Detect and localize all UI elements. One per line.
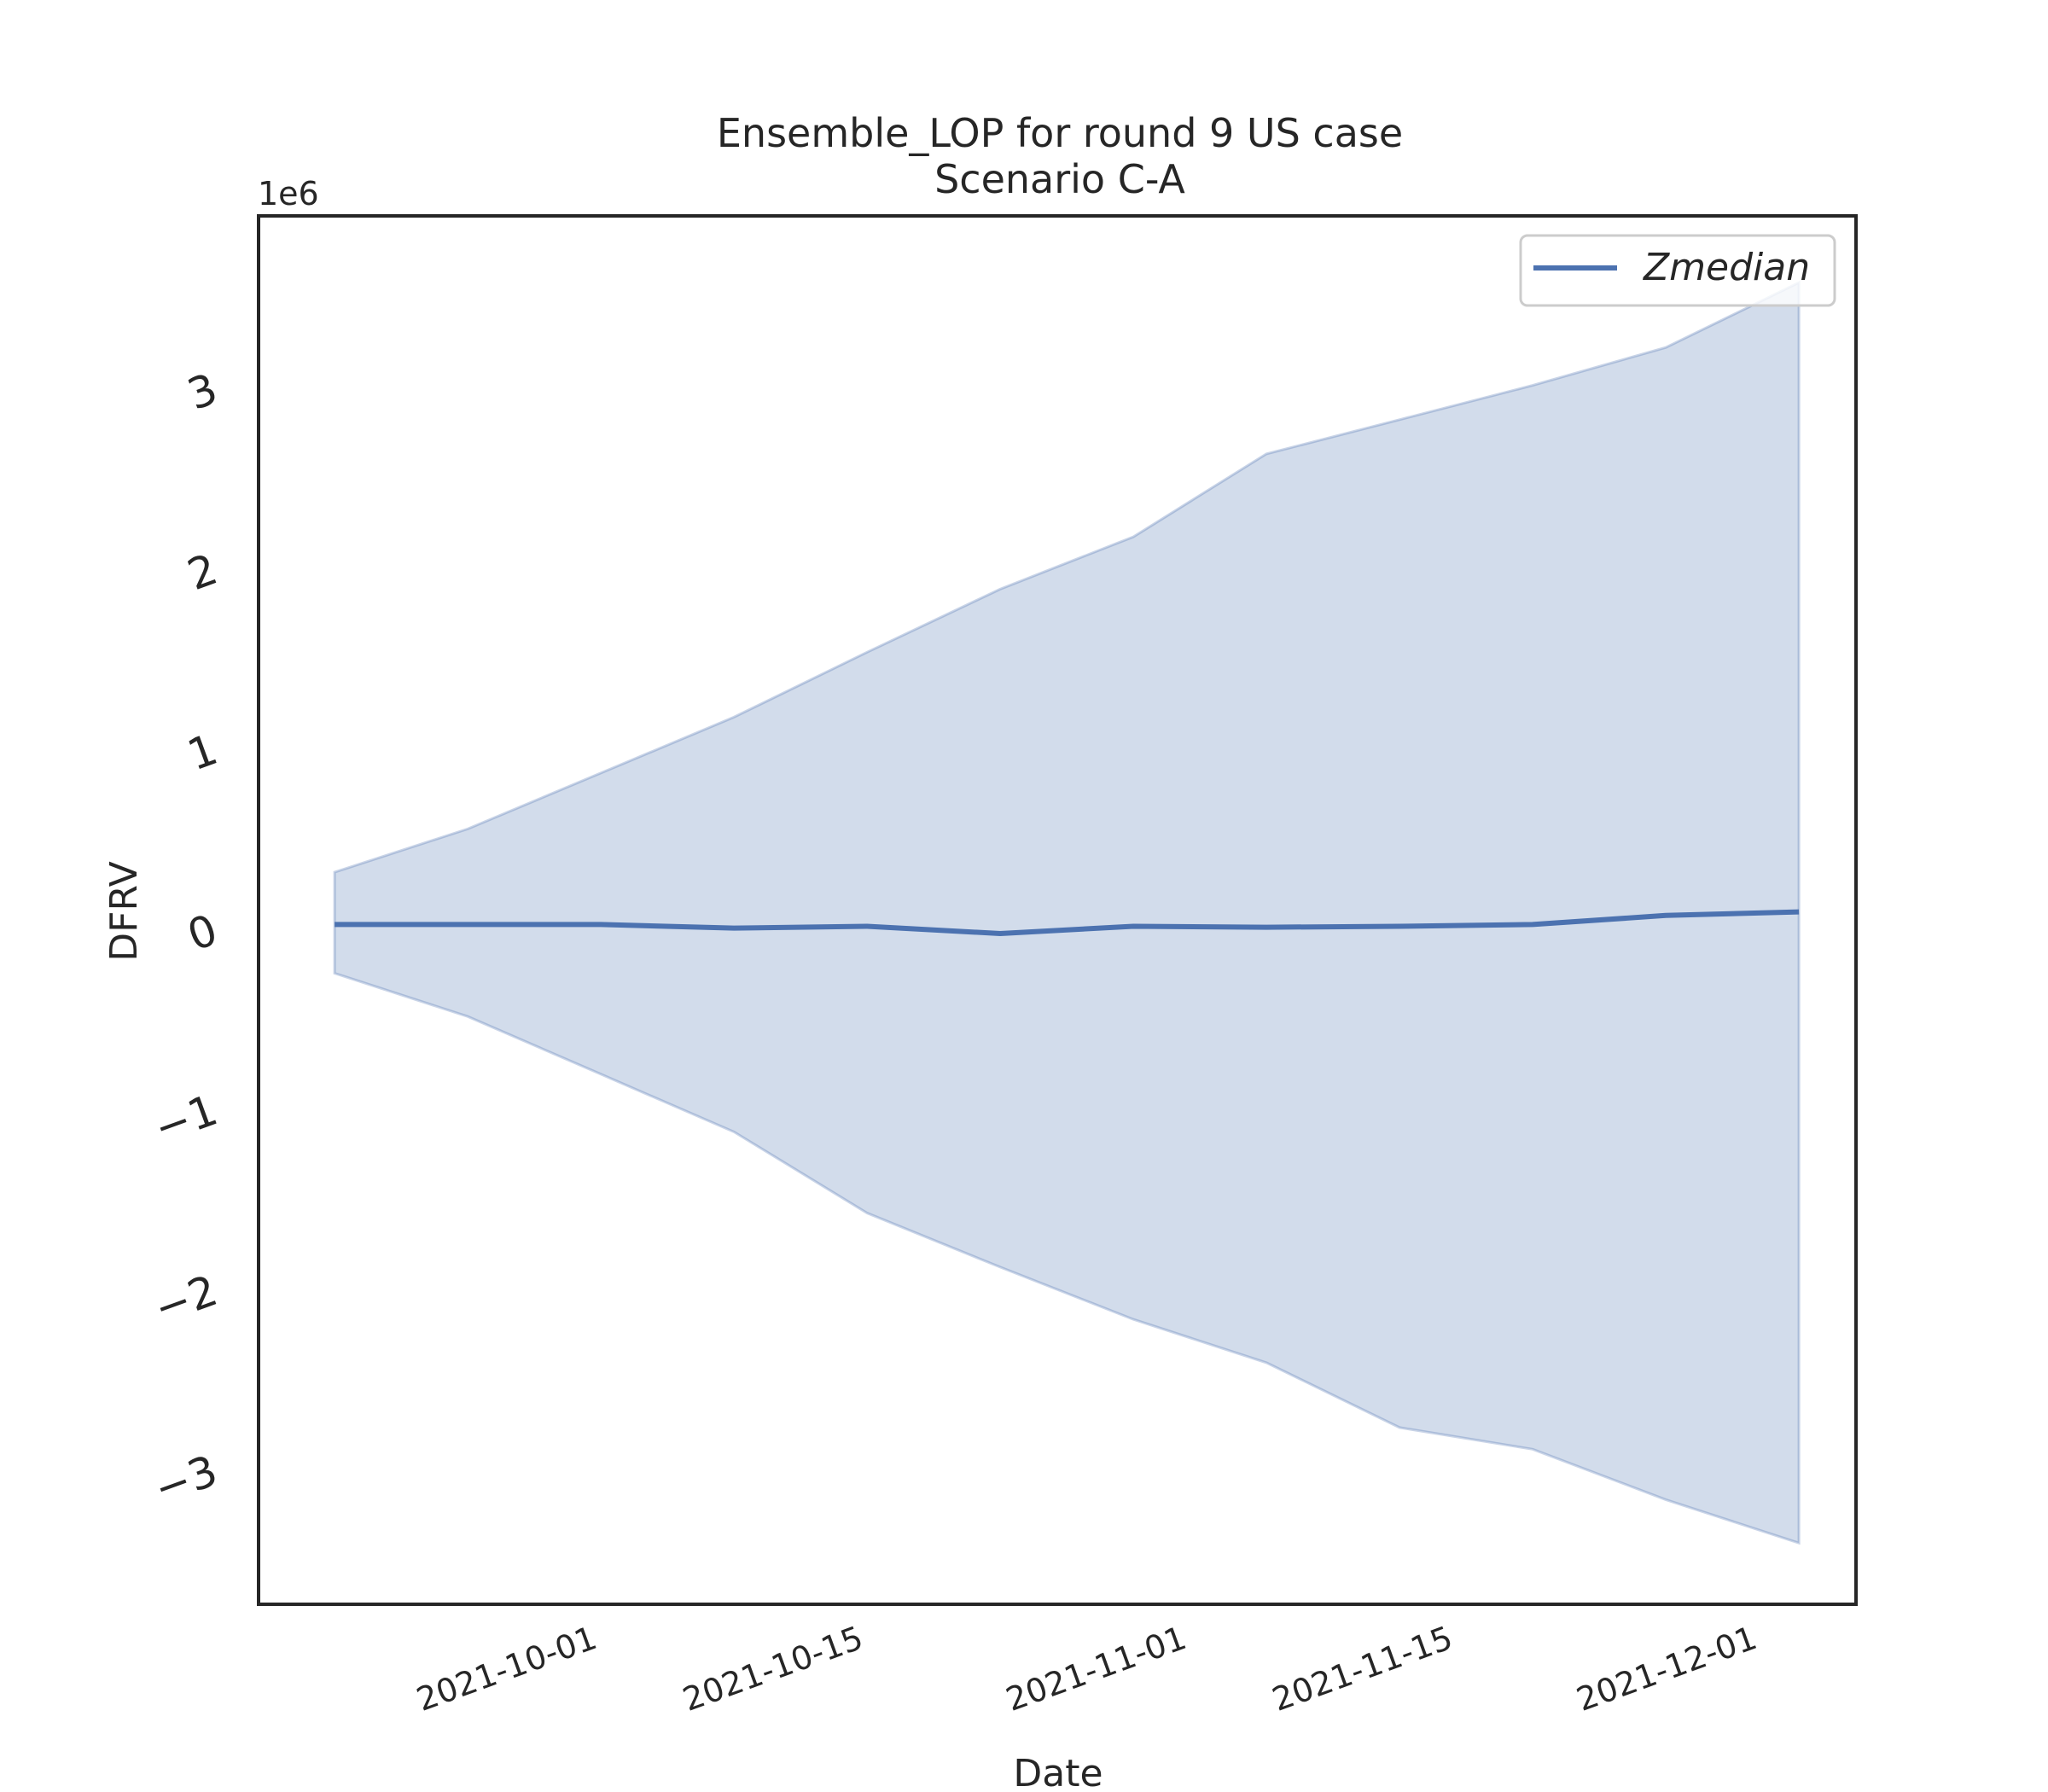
y-offset-label: 1e6 [258,175,319,212]
x-tick-label: 2021-10-01 [411,1619,602,1719]
legend-label-zmedian: Zmedian [1643,246,1810,289]
legend-box [1519,234,1836,307]
x-axis-label: Date [1013,1752,1103,1792]
y-tick-label: 1 [181,724,224,780]
x-tick-label: 2021-11-15 [1267,1619,1457,1719]
y-tick-label: 0 [181,905,224,960]
x-tick-label: 2021-11-01 [1001,1619,1191,1719]
y-tick-label: −3 [148,1446,224,1514]
y-tick-label: −2 [148,1265,224,1334]
x-axis: 2021-10-01 2021-10-15 2021-11-01 2021-11-15… [411,1619,1761,1719]
y-tick-label: 3 [181,364,224,419]
chart-title-group: Ensemble_LOP for round 9 US case Scenari… [717,110,1403,202]
legend: Zmedian [1519,234,1836,307]
x-tick-label: 2021-12-01 [1572,1619,1762,1719]
x-tick-label: 2021-10-15 [678,1619,868,1719]
series-line-zmedian [335,909,1800,936]
plot-area [333,280,1801,1545]
interval-band [333,280,1801,1545]
chart-title: Ensemble_LOP for round 9 US case [717,110,1403,156]
plot-frame [257,214,1858,1606]
chart-subtitle: Scenario C-A [934,156,1185,202]
y-axis: −3 −2 −1 0 1 2 3 [148,364,224,1514]
y-tick-label: 2 [181,544,224,600]
y-axis-label: DFRV [102,861,146,961]
y-tick-label: −1 [148,1085,224,1154]
